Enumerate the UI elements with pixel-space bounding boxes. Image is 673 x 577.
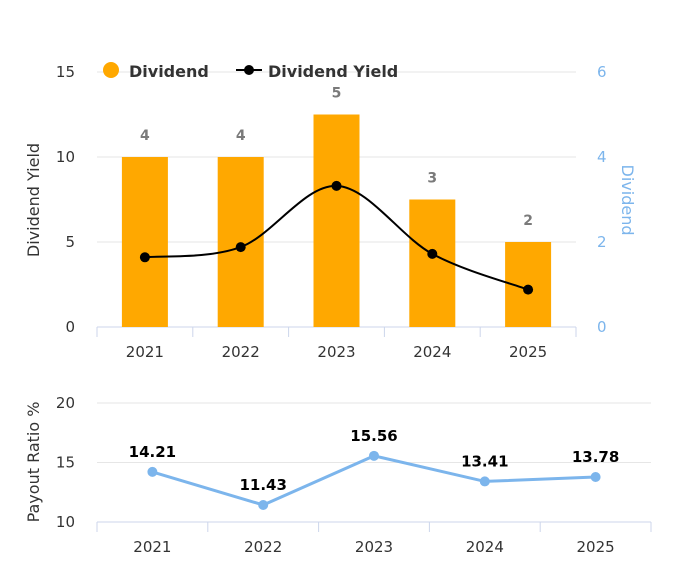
y-tick-label: 15	[56, 454, 75, 472]
x-tick-label: 2022	[222, 343, 260, 361]
y-tick-label: 20	[56, 394, 75, 412]
dividend-bar-label: 5	[332, 86, 342, 102]
y-right-tick-label: 4	[597, 148, 607, 166]
dividend-bar-label: 2	[523, 213, 533, 229]
y-axis-title: Payout Ratio %	[24, 402, 43, 523]
dividend-yield-point[interactable]	[331, 180, 342, 191]
y-right-tick-label: 6	[597, 63, 607, 81]
y-right-tick-label: 0	[597, 318, 607, 336]
x-tick-label: 2025	[577, 538, 615, 556]
dividend-bar-label: 4	[236, 128, 246, 144]
dividend-yield-point[interactable]	[523, 284, 534, 295]
payout-ratio-label: 13.78	[572, 448, 619, 466]
legend-dividend-label: Dividend	[129, 62, 209, 81]
y-right-axis-title: Dividend	[618, 165, 637, 236]
payout-ratio-label: 11.43	[239, 476, 286, 494]
dividend-yield-point[interactable]	[427, 248, 438, 259]
y-tick-label: 10	[56, 513, 75, 531]
payout-ratio-label: 13.41	[461, 452, 508, 470]
y-right-tick-label: 2	[597, 233, 607, 251]
y-tick-label: 15	[56, 63, 75, 81]
x-tick-label: 2022	[244, 538, 282, 556]
x-tick-label: 2023	[317, 343, 355, 361]
payout-ratio-point[interactable]	[369, 450, 379, 461]
legend-dividend-marker	[103, 62, 119, 78]
x-tick-label: 2025	[509, 343, 547, 361]
payout-ratio-point[interactable]	[147, 466, 158, 477]
dividend-bar	[217, 157, 264, 327]
dividend-bar	[121, 157, 168, 327]
dividend-bar	[313, 114, 360, 327]
x-tick-label: 2024	[413, 343, 451, 361]
x-tick-label: 2021	[133, 538, 171, 556]
y-tick-label: 10	[56, 148, 75, 166]
payout-ratio-label: 15.56	[350, 427, 397, 445]
y-tick-label: 0	[65, 318, 75, 336]
dividend-bar-label: 4	[140, 128, 150, 144]
x-tick-label: 2021	[126, 343, 164, 361]
dividend-yield-point[interactable]	[139, 252, 150, 263]
payout-ratio-label: 14.21	[129, 443, 176, 461]
dividend-bar-label: 3	[427, 171, 437, 187]
x-tick-label: 2024	[466, 538, 504, 556]
dividend-yield-point[interactable]	[235, 242, 246, 253]
legend-yield-marker	[244, 65, 254, 75]
x-tick-label: 2023	[355, 538, 393, 556]
dividend-bar	[409, 199, 456, 327]
payout-ratio-point[interactable]	[258, 499, 269, 510]
payout-ratio-point[interactable]	[479, 476, 490, 487]
payout-ratio-point[interactable]	[590, 472, 601, 483]
y-tick-label: 5	[65, 233, 75, 251]
legend-yield-label: Dividend Yield	[268, 62, 398, 81]
payout-ratio-line	[151, 454, 596, 507]
y-axis-title: Dividend Yield	[24, 143, 43, 257]
